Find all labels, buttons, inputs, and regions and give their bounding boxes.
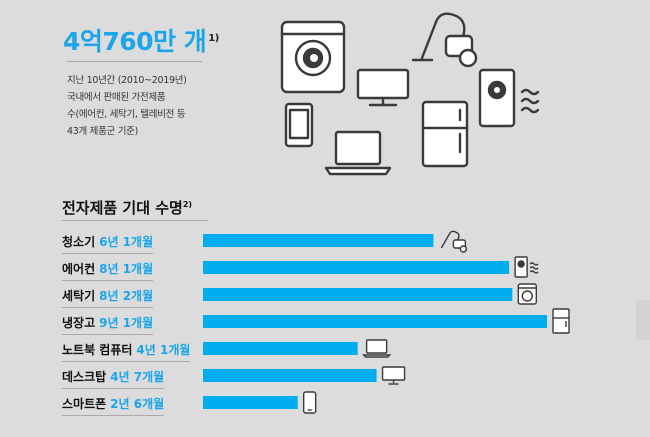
bar-4 xyxy=(203,342,358,355)
divider xyxy=(62,220,208,221)
row-label-washer: 세탁기 8년 2개월 xyxy=(62,287,154,308)
value-label: 4년 7개월 xyxy=(110,370,165,384)
vacuum-icon xyxy=(440,230,468,253)
row-label-vacuum: 청소기 6년 1개월 xyxy=(62,233,154,254)
row-label-phone: 스마트폰 2년 6개월 xyxy=(62,395,165,416)
row-label-fridge: 냉장고 9년 1개월 xyxy=(62,314,154,335)
row-label-aircon: 에어컨 8년 1개월 xyxy=(62,260,154,281)
value-label: 8년 2개월 xyxy=(99,289,154,303)
washing-machine-icon xyxy=(280,20,346,94)
value-label: 6년 1개월 xyxy=(99,235,154,249)
monitor-icon xyxy=(381,366,406,385)
row-label-desktop: 데스크탑 4년 7개월 xyxy=(62,368,165,389)
washing-machine-icon xyxy=(517,283,538,305)
laptop-icon xyxy=(361,339,392,358)
refrigerator-icon xyxy=(552,308,570,334)
headline-total: 4억760만 개 1) xyxy=(63,22,219,58)
bar-0 xyxy=(203,234,434,247)
description-line: 지난 10년간 (2010~2019년) xyxy=(67,75,187,86)
divider xyxy=(67,61,202,62)
smartphone-icon xyxy=(302,391,317,414)
headline-value: 4억760만 개 xyxy=(63,27,207,56)
value-label: 8년 1개월 xyxy=(99,262,154,276)
bar-1 xyxy=(203,261,510,274)
row-label-laptop: 노트북 컴퓨터 4년 1개월 xyxy=(62,341,191,362)
description-line: 국내에서 판매된 가전제품 xyxy=(67,92,166,103)
vacuum-icon xyxy=(411,12,478,68)
bar-6 xyxy=(203,396,298,409)
value-label: 2년 6개월 xyxy=(110,397,165,411)
bar-3 xyxy=(203,315,547,328)
description-line: 43개 제품군 기준) xyxy=(67,126,138,137)
bar-2 xyxy=(203,288,513,301)
refrigerator-icon xyxy=(421,100,469,168)
headline-footnote: 1) xyxy=(208,32,219,44)
air-conditioner-icon xyxy=(478,68,540,128)
bar-5 xyxy=(203,369,377,382)
side-scroll-tab[interactable] xyxy=(636,300,650,340)
value-label: 4년 1개월 xyxy=(136,343,191,357)
laptop-icon xyxy=(324,130,392,176)
smartphone-icon xyxy=(284,102,314,148)
value-label: 9년 1개월 xyxy=(99,316,154,330)
chart-title: 전자제품 기대 수명2) xyxy=(62,199,193,217)
description-line: 수(에어컨, 세탁기, 텔레비전 등 xyxy=(67,109,186,120)
description: 지난 10년간 (2010~2019년) 국내에서 판매된 가전제품 수(에어컨… xyxy=(67,72,187,140)
monitor-icon xyxy=(356,68,410,107)
air-conditioner-icon xyxy=(514,256,539,278)
